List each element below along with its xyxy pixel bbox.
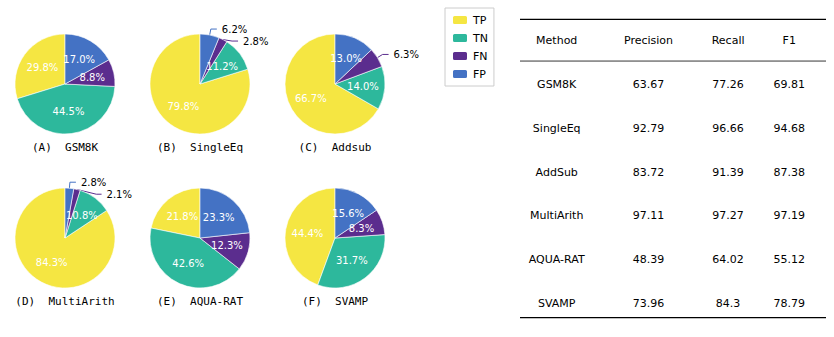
- svg-text:2.8%: 2.8%: [81, 177, 106, 188]
- svg-text:15.6%: 15.6%: [332, 208, 364, 219]
- svg-text:79.8%: 79.8%: [168, 101, 200, 112]
- svg-text:17.0%: 17.0%: [63, 54, 95, 65]
- svg-text:73.96: 73.96: [633, 297, 665, 310]
- svg-text:83.72: 83.72: [633, 166, 665, 179]
- svg-text:(E) AQUA-RAT: (E) AQUA-RAT: [157, 295, 243, 308]
- svg-text:94.68: 94.68: [774, 122, 806, 135]
- svg-text:(C) Addsub: (C) Addsub: [299, 141, 372, 154]
- svg-text:GSM8K: GSM8K: [537, 78, 577, 91]
- svg-text:97.11: 97.11: [633, 209, 665, 222]
- svg-text:6.3%: 6.3%: [394, 49, 419, 60]
- svg-text:55.12: 55.12: [774, 253, 806, 266]
- svg-text:84.3%: 84.3%: [36, 257, 68, 268]
- svg-text:42.6%: 42.6%: [172, 258, 204, 269]
- svg-text:31.7%: 31.7%: [336, 255, 368, 266]
- svg-text:29.8%: 29.8%: [27, 62, 59, 73]
- svg-text:TP: TP: [472, 14, 487, 27]
- svg-text:8.8%: 8.8%: [80, 72, 105, 83]
- svg-text:2.8%: 2.8%: [243, 36, 268, 47]
- svg-text:FP: FP: [473, 68, 486, 81]
- svg-text:8.3%: 8.3%: [349, 223, 374, 234]
- svg-text:AQUA-RAT: AQUA-RAT: [529, 253, 585, 266]
- svg-text:FN: FN: [473, 50, 488, 63]
- svg-text:48.39: 48.39: [633, 253, 665, 266]
- svg-text:97.27: 97.27: [712, 209, 744, 222]
- svg-text:2.1%: 2.1%: [107, 189, 132, 200]
- svg-text:44.4%: 44.4%: [292, 228, 324, 239]
- svg-text:11.2%: 11.2%: [206, 61, 238, 72]
- svg-text:14.0%: 14.0%: [347, 81, 379, 92]
- svg-text:23.3%: 23.3%: [203, 212, 235, 223]
- svg-text:96.66: 96.66: [712, 122, 744, 135]
- svg-text:12.3%: 12.3%: [211, 240, 243, 251]
- svg-text:(A) GSM8K: (A) GSM8K: [32, 141, 99, 154]
- svg-text:66.7%: 66.7%: [295, 93, 327, 104]
- svg-text:AddSub: AddSub: [536, 166, 578, 179]
- svg-text:Precision: Precision: [624, 34, 673, 47]
- svg-text:SVAMP: SVAMP: [538, 297, 576, 310]
- svg-text:10.8%: 10.8%: [66, 210, 98, 221]
- svg-text:(B) SingleEq: (B) SingleEq: [157, 141, 243, 154]
- svg-text:F1: F1: [783, 34, 796, 47]
- svg-text:6.2%: 6.2%: [222, 24, 247, 35]
- svg-text:(D) MultiArith: (D) MultiArith: [15, 295, 114, 308]
- svg-text:Recall: Recall: [712, 34, 745, 47]
- svg-text:SingleEq: SingleEq: [533, 122, 581, 135]
- svg-text:97.19: 97.19: [774, 209, 806, 222]
- svg-text:69.81: 69.81: [774, 78, 806, 91]
- svg-text:77.26: 77.26: [712, 78, 744, 91]
- svg-text:(F) SVAMP: (F) SVAMP: [302, 295, 369, 308]
- svg-text:84.3: 84.3: [716, 297, 741, 310]
- svg-text:MultiArith: MultiArith: [530, 209, 583, 222]
- svg-text:21.8%: 21.8%: [166, 211, 198, 222]
- svg-text:78.79: 78.79: [774, 297, 806, 310]
- svg-text:91.39: 91.39: [712, 166, 744, 179]
- svg-text:13.0%: 13.0%: [330, 53, 362, 64]
- svg-text:92.79: 92.79: [633, 122, 665, 135]
- svg-text:87.38: 87.38: [774, 166, 806, 179]
- svg-text:63.67: 63.67: [633, 78, 665, 91]
- svg-text:64.02: 64.02: [712, 253, 744, 266]
- svg-text:44.5%: 44.5%: [53, 106, 85, 117]
- svg-text:TN: TN: [472, 32, 488, 45]
- svg-text:Method: Method: [536, 34, 577, 47]
